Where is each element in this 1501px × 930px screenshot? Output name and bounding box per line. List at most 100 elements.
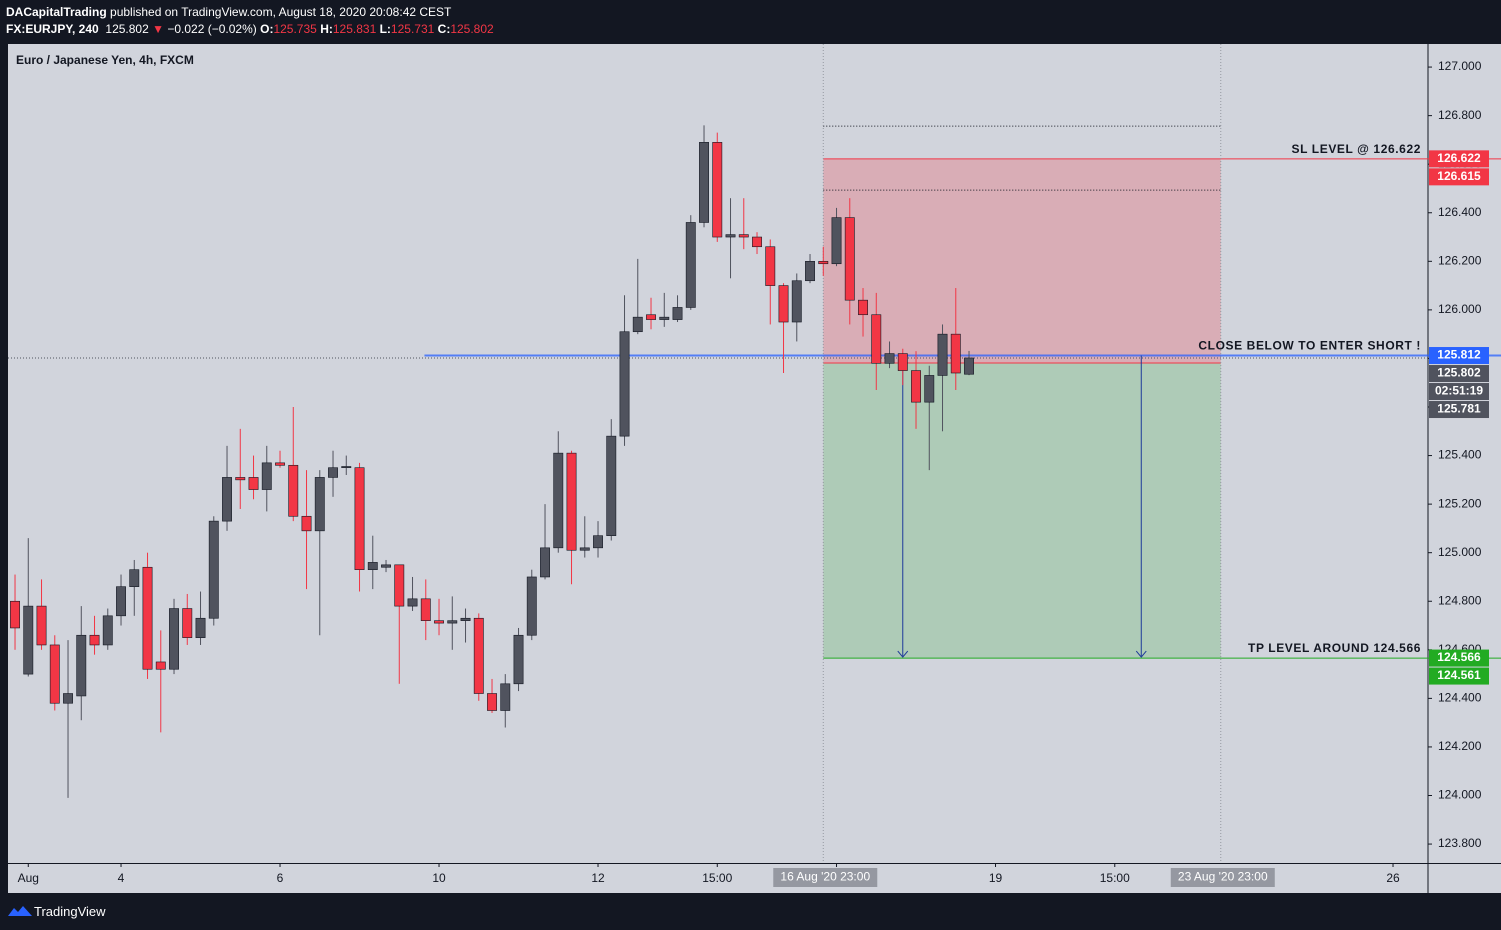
l: 125.731 bbox=[390, 22, 435, 36]
candle-body bbox=[950, 333, 961, 374]
price-tag bbox=[1429, 401, 1489, 419]
candle-body bbox=[235, 477, 246, 481]
price-tag-label: 02:51:19 bbox=[1435, 384, 1483, 398]
candle-body bbox=[553, 452, 564, 549]
candle-body bbox=[765, 246, 776, 286]
candle-body bbox=[36, 605, 47, 646]
x-tick-label: 26 bbox=[1386, 871, 1400, 885]
candle-body bbox=[301, 515, 312, 532]
price-tag-label: 125.781 bbox=[1437, 402, 1481, 416]
candle-body bbox=[49, 644, 60, 704]
y-tick-label: 126.400 bbox=[1438, 205, 1482, 219]
candle-body bbox=[937, 333, 948, 376]
candle-body bbox=[738, 234, 749, 238]
candle-body bbox=[354, 467, 365, 570]
candle-body bbox=[725, 234, 736, 238]
candle-body bbox=[672, 307, 683, 320]
y-tick-label: 123.800 bbox=[1438, 836, 1482, 850]
candle-body bbox=[222, 477, 232, 522]
y-tick-label: 125.000 bbox=[1438, 545, 1482, 559]
candle-body bbox=[248, 477, 259, 490]
candle-body bbox=[89, 634, 100, 646]
x-tick-label: 15:00 bbox=[1100, 871, 1130, 885]
symbol: FX:EURJPY, 240 bbox=[6, 22, 99, 36]
x-tick-label: 10 bbox=[432, 871, 446, 885]
candle-body bbox=[182, 608, 193, 638]
candle-body bbox=[924, 375, 935, 403]
price-tag bbox=[1429, 347, 1489, 365]
x-tick-label: 6 bbox=[277, 871, 284, 885]
candle-body bbox=[844, 217, 855, 301]
candle-body bbox=[23, 605, 34, 675]
candle-body bbox=[407, 598, 418, 607]
price-tag-label: 125.802 bbox=[1437, 366, 1481, 380]
price-tag bbox=[1429, 649, 1489, 667]
chart-bg bbox=[8, 44, 1501, 893]
arrow-head bbox=[897, 650, 909, 658]
l-label: L: bbox=[379, 22, 391, 36]
y-tick-label: 124.400 bbox=[1438, 691, 1482, 705]
candle-body bbox=[632, 316, 643, 333]
y-tick-label: 124.200 bbox=[1438, 739, 1482, 753]
candle-body bbox=[10, 600, 20, 629]
candle-body bbox=[805, 261, 815, 282]
candle-body bbox=[169, 608, 179, 670]
y-tick-label: 126.200 bbox=[1438, 253, 1482, 267]
candle-body bbox=[76, 634, 87, 697]
annotation: TP LEVEL AROUND 124.566 bbox=[1248, 641, 1421, 655]
y-tick-label: 126.000 bbox=[1438, 302, 1482, 316]
price-tag-label: 124.566 bbox=[1437, 650, 1481, 664]
candle-body bbox=[831, 217, 842, 265]
candle-body bbox=[540, 547, 550, 578]
candle-body bbox=[659, 316, 670, 320]
candle-body bbox=[593, 535, 603, 549]
x-highlight-bg bbox=[773, 868, 878, 887]
candle-body bbox=[646, 314, 656, 320]
candle-body bbox=[129, 569, 140, 587]
candle-body bbox=[606, 435, 617, 536]
target-zone bbox=[823, 363, 1221, 659]
price-tag bbox=[1429, 150, 1489, 168]
candle-body bbox=[420, 598, 431, 621]
stop-zone bbox=[823, 158, 1221, 364]
y-tick-label: 126.800 bbox=[1438, 108, 1482, 122]
candle-body bbox=[579, 547, 590, 551]
candle-body bbox=[63, 693, 73, 704]
header: DACapitalTrading published on TradingVie… bbox=[6, 4, 494, 38]
x-highlight-label: 16 Aug '20 23:00 bbox=[780, 870, 870, 884]
candle-body bbox=[712, 142, 723, 238]
publisher: DACapitalTrading bbox=[6, 5, 107, 19]
footer-brand: TradingView bbox=[34, 904, 106, 919]
candle-body bbox=[500, 683, 511, 711]
x-highlight-label: 23 Aug '20 23:00 bbox=[1178, 870, 1268, 884]
candle-body bbox=[341, 466, 352, 469]
candle-body bbox=[526, 576, 537, 636]
candle-body bbox=[619, 331, 630, 437]
h-label: H: bbox=[320, 22, 333, 36]
candle-body bbox=[685, 222, 696, 308]
change: −0.022 (−0.02%) bbox=[167, 22, 257, 36]
candle-body bbox=[288, 464, 299, 517]
logo bbox=[8, 906, 32, 916]
candle-body bbox=[328, 467, 338, 478]
y-tick-label: 127.000 bbox=[1438, 59, 1482, 73]
o: 125.735 bbox=[273, 22, 317, 36]
candle-body bbox=[275, 462, 285, 466]
candle-body bbox=[195, 617, 206, 638]
candle-body bbox=[791, 280, 802, 323]
price-tag bbox=[1429, 168, 1489, 186]
candle-body bbox=[367, 562, 378, 570]
candle-body bbox=[434, 620, 444, 624]
candle-body bbox=[858, 299, 868, 316]
x-tick-label: 4 bbox=[118, 871, 125, 885]
candle-body bbox=[473, 617, 484, 694]
x-tick-label: 12 bbox=[591, 871, 605, 885]
candle-body bbox=[513, 634, 524, 685]
candle-body bbox=[394, 564, 405, 607]
price-tag-label: 126.615 bbox=[1437, 169, 1481, 183]
candle-body bbox=[964, 357, 974, 375]
price-tag bbox=[1429, 667, 1489, 685]
price-tag-label: 126.622 bbox=[1437, 151, 1481, 165]
candle-body bbox=[752, 236, 762, 248]
y-tick-label: 125.200 bbox=[1438, 496, 1482, 510]
